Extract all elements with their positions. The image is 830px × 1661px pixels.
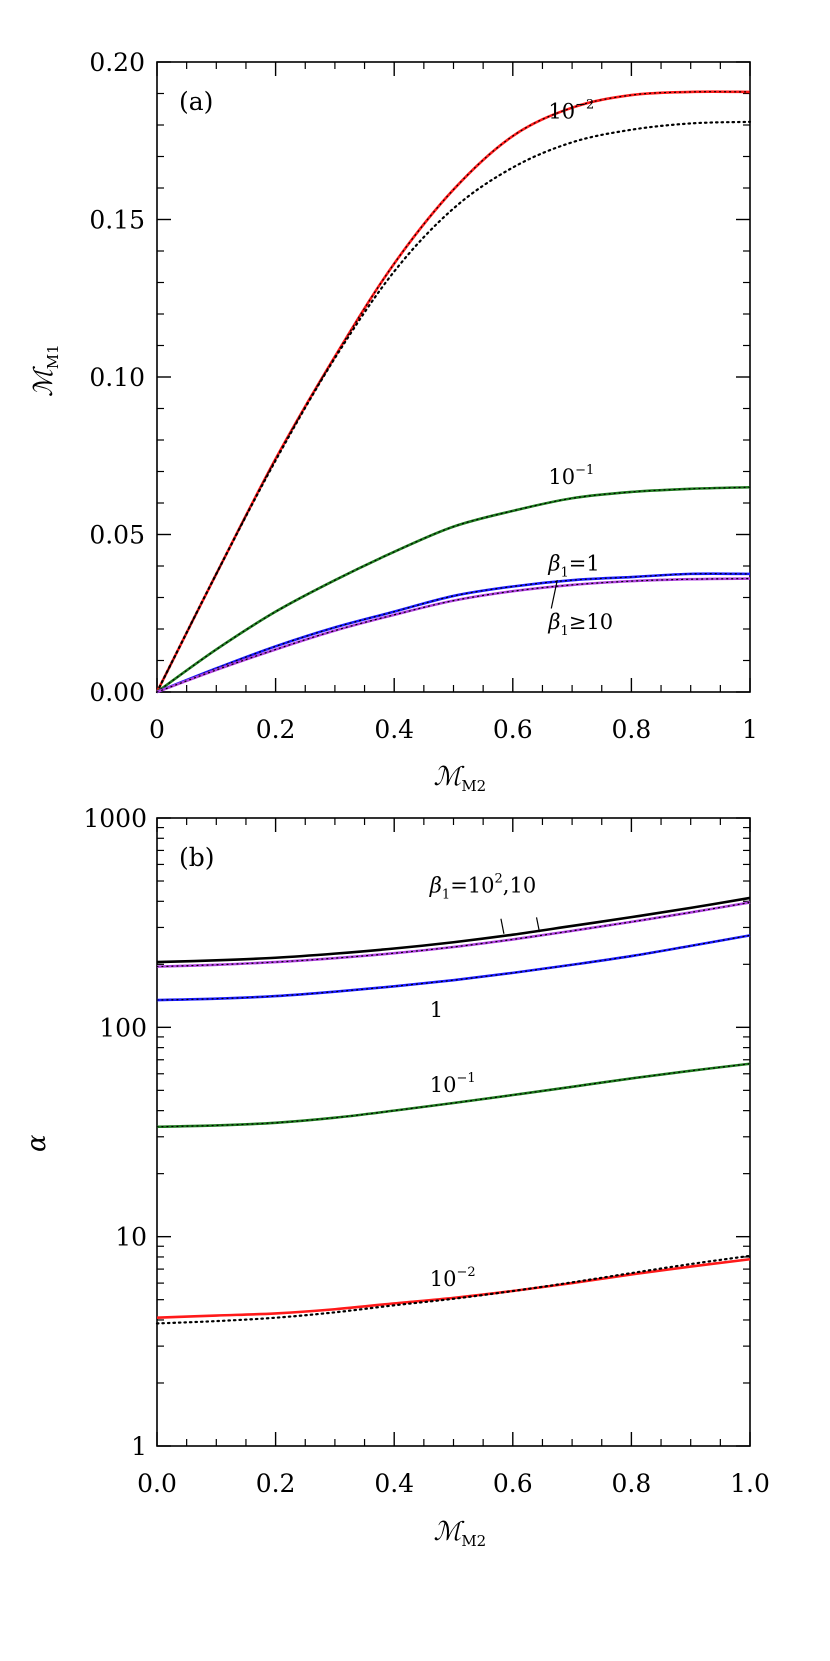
annotation-tail: ,10 xyxy=(503,874,536,898)
y-tick-label: 0.10 xyxy=(89,363,145,392)
x-axis-label: ℳM2 xyxy=(434,762,487,795)
x-tick-label: 0.6 xyxy=(493,1469,533,1498)
y-axis-label: α xyxy=(22,1134,52,1152)
annotation-subscript: 1 xyxy=(561,566,569,581)
y-tick-label: 100 xyxy=(99,1013,147,1042)
annotation-subscript: 1 xyxy=(442,888,450,903)
curve-annotation: β1=1 xyxy=(547,552,599,581)
panel-a: 0 0.2 0.4 0.6 0.8 10.000.050.100.150.20(a) 10−… xyxy=(29,48,758,795)
annotation-subscript: 1 xyxy=(561,624,569,639)
x-axis-label-sub: M2 xyxy=(461,1532,486,1550)
annotation-text: 10 xyxy=(548,100,575,124)
series-line-1 xyxy=(155,120,752,694)
annotation-superscript: −2 xyxy=(575,98,594,113)
series-line-5 xyxy=(155,1254,752,1325)
annotation-text: 10 xyxy=(430,1073,457,1097)
annotation-superscript: −1 xyxy=(575,463,594,478)
plot-frame xyxy=(156,61,751,693)
annotation-superscript: −1 xyxy=(457,1071,476,1086)
annotation-text: =1 xyxy=(569,552,600,576)
y-tick-label: 0.00 xyxy=(89,678,145,707)
annotation-symbol: β xyxy=(547,552,560,576)
x-tick-label: 0.0 xyxy=(137,1469,177,1498)
series-dot-overlay-2 xyxy=(156,934,751,1001)
x-axis-label-main: ℳ xyxy=(434,762,465,792)
x-axis-label-main: ℳ xyxy=(434,1517,465,1547)
series-dot-overlay-3 xyxy=(156,573,751,693)
x-tick-label: 0.4 xyxy=(374,715,414,744)
annotation-text: 10 xyxy=(548,465,575,489)
curve-annotation: 10−2 xyxy=(430,1265,476,1291)
y-axis-label-sub: M1 xyxy=(44,344,62,369)
x-axis-label: ℳM2 xyxy=(434,1517,487,1550)
y-tick-label: 1000 xyxy=(83,804,147,833)
y-tick-label: 1 xyxy=(131,1432,147,1461)
series-dot-overlay-2 xyxy=(156,486,751,693)
curve-annotation: 10−1 xyxy=(548,463,594,489)
series-dot-overlay-4 xyxy=(156,578,751,693)
panel-label: (a) xyxy=(179,87,213,116)
annotation-leader xyxy=(535,917,541,933)
y-tick-label: 0.15 xyxy=(89,206,145,235)
x-tick-label: 0.4 xyxy=(374,1469,414,1498)
annotation-text: =10 xyxy=(450,874,494,898)
x-tick-label: 0.8 xyxy=(612,1469,652,1498)
series-dot-overlay-1 xyxy=(156,901,751,968)
annotation-text: ≥10 xyxy=(569,610,613,634)
annotation-superscript: −2 xyxy=(457,1265,476,1280)
y-axis-label-main: ℳ xyxy=(29,366,59,397)
curve-annotation: 10−1 xyxy=(430,1071,476,1097)
x-tick-label: 0.2 xyxy=(256,1469,296,1498)
annotation-symbol: β xyxy=(547,610,560,634)
x-axis-label-sub: M2 xyxy=(461,777,486,795)
annotation-symbol: β xyxy=(429,874,442,898)
panel-label: (b) xyxy=(179,843,215,872)
curve-annotation: β1≥10 xyxy=(547,610,613,639)
curve-annotation: 1 xyxy=(430,998,443,1022)
annotation-leader xyxy=(500,918,505,934)
x-tick-label: 1 xyxy=(742,715,758,744)
series-line-3 xyxy=(156,572,751,694)
y-tick-label: 0.05 xyxy=(89,521,145,550)
annotation-text: 1 xyxy=(430,998,443,1022)
curve-annotation: β1=102,10 xyxy=(429,872,536,903)
y-axis-label: ℳM1 xyxy=(29,344,62,397)
series-dot-overlay-3 xyxy=(156,1063,751,1128)
y-axis-label-main: α xyxy=(22,1134,52,1152)
series-dot-overlay-0 xyxy=(156,91,751,693)
x-tick-label: 0.6 xyxy=(493,715,533,744)
y-tick-label: 10 xyxy=(115,1223,147,1252)
annotation-leader xyxy=(550,580,558,609)
series-line-2 xyxy=(156,934,751,1002)
series-line-0 xyxy=(156,896,751,964)
annotation-text: 10 xyxy=(430,1267,457,1291)
x-tick-label: 0.2 xyxy=(256,715,296,744)
x-tick-label: 0.8 xyxy=(612,715,652,744)
panel-b: 0.0 0.2 0.4 0.6 0.8 1.01101001000(b)β1=102,10… xyxy=(22,804,770,1550)
curve-annotation: 10−2 xyxy=(548,98,594,124)
annotation-superscript: 2 xyxy=(495,872,503,887)
x-tick-label: 1.0 xyxy=(730,1469,770,1498)
x-tick-label: 0 xyxy=(149,715,165,744)
y-tick-label: 0.20 xyxy=(89,48,145,77)
